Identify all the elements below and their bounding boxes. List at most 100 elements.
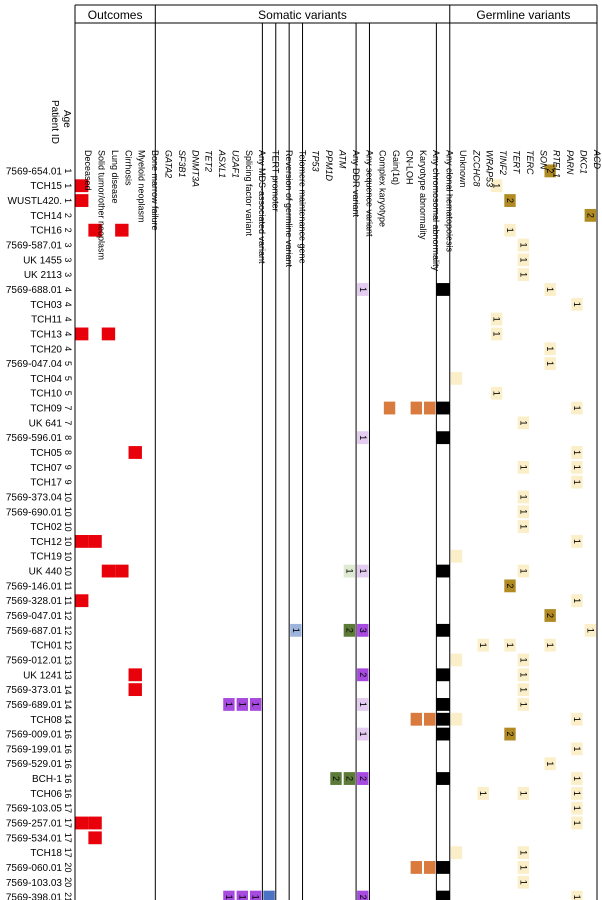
cell-r1-c31 [490, 179, 503, 193]
cell-r32-c30-label: 1 [478, 643, 488, 648]
cell-r25-c37-label: 1 [572, 539, 582, 544]
column-label-32: TERT [512, 150, 522, 175]
patient-age-18: 8 [63, 435, 73, 440]
patient-age-3: 2 [63, 213, 73, 218]
cell-r18-c21 [357, 431, 369, 445]
patient-age-35: 14 [63, 685, 73, 695]
patient-age-31: 12 [63, 625, 73, 635]
cell-r20-c33 [517, 460, 530, 474]
patient-id-1: TCH15 [30, 181, 62, 192]
cell-r18-clonal [436, 431, 450, 445]
cell-r41-c20 [343, 772, 356, 785]
column-label-14: TERT promoter [271, 150, 281, 212]
column-label-35: RTEL1 [552, 150, 562, 178]
cell-r49-c11 [223, 890, 235, 900]
patient-id-3: TCH14 [30, 211, 62, 222]
cell-r12-c35 [544, 342, 556, 356]
cell-r1-c31-label: 1 [492, 183, 502, 188]
cell-r46-c33 [517, 846, 530, 860]
cell-r39-c37-label: 1 [572, 746, 582, 751]
patient-id-10: TCH11 [31, 315, 62, 326]
patient-id-25: TCH12 [30, 537, 62, 548]
cell-r19-c4 [128, 446, 142, 459]
cell-r46-c28 [450, 846, 463, 860]
patient-age-27: 10 [63, 566, 73, 576]
patient-id-42: TCH06 [30, 789, 62, 800]
cell-r22-c33-label: 1 [518, 494, 528, 499]
cell-r34-clonal [436, 668, 450, 682]
cell-r43-c37 [571, 801, 583, 815]
cell-r17-c33 [517, 416, 530, 430]
patient-age-41: 16 [63, 774, 73, 784]
cell-r31-c38-label: 1 [585, 628, 595, 633]
patient-age-13: 5 [63, 361, 73, 366]
column-label-1: Solid tumor/other neoplasm [97, 150, 107, 260]
patient-age-30: 12 [63, 611, 73, 621]
cell-r18-c21-label: 1 [358, 435, 368, 440]
cell-r42-c37 [571, 786, 583, 800]
cell-r37-clonal [436, 712, 450, 726]
cell-r22-c33 [517, 490, 530, 504]
column-label-20: Any DDR variant [351, 150, 361, 218]
cell-r0-c35-label: 2 [545, 168, 555, 173]
cell-r4-c3 [115, 223, 129, 237]
cell-r31-c20-label: 2 [344, 628, 354, 633]
cell-r16-c37 [571, 401, 583, 415]
cell-r49-c14 [263, 890, 275, 900]
patient-age-47: 20 [63, 862, 73, 872]
patient-id-8: 7569-688.01 [6, 285, 63, 296]
cell-r7-c33-label: 1 [518, 272, 528, 277]
cell-r11-c2 [101, 327, 116, 341]
cell-r24-c33-label: 1 [518, 524, 528, 529]
cell-r4-c1 [88, 223, 102, 237]
cell-r35-c33-label: 1 [518, 687, 528, 692]
cell-r42-c33-label: 1 [518, 791, 528, 796]
cell-r28-c32-label: 2 [505, 583, 515, 588]
cell-r28-c32 [504, 579, 516, 593]
cell-r10-c31-label: 1 [492, 317, 502, 322]
cell-r17-c33-label: 1 [518, 420, 528, 425]
cell-r48-c33 [517, 875, 530, 889]
cell-r39-c37 [571, 742, 583, 756]
cell-r36-c12 [236, 698, 248, 711]
cell-r47-c25 [410, 861, 422, 874]
patient-age-39: 16 [63, 744, 73, 754]
column-label-34: SON [538, 150, 548, 170]
cell-r5-c33 [517, 238, 530, 252]
cell-r31-c21-label: 3 [358, 628, 368, 633]
cell-r47-clonal [436, 861, 450, 874]
patient-age-43: 17 [63, 803, 73, 813]
patient-id-15: TCH10 [30, 389, 62, 400]
cell-r9-c37 [571, 297, 583, 311]
patient-id-16: TCH09 [30, 404, 62, 415]
cell-r36-c21 [357, 698, 369, 711]
column-label-23: Gain(1q) [391, 150, 401, 185]
cell-r37-c26 [424, 712, 436, 726]
cell-r31-clonal [436, 623, 450, 637]
patient-id-36: 7569-689.01 [6, 700, 63, 711]
cell-r27-c3 [115, 564, 129, 578]
column-label-18: PPM1D [324, 150, 334, 182]
cell-r47-c33 [517, 861, 530, 874]
patient-age-38: 16 [63, 729, 73, 739]
cell-r8-c21 [357, 283, 369, 296]
cell-r40-c35-label: 1 [545, 761, 555, 766]
cell-r31-c16 [290, 623, 302, 637]
cell-r7-c33 [517, 268, 530, 282]
cell-r44-c0 [75, 816, 89, 830]
cell-r24-c33 [517, 520, 530, 533]
cell-r34-c21-label: 2 [358, 672, 368, 677]
cell-r45-c1 [88, 831, 102, 845]
patient-age-26: 10 [63, 551, 73, 561]
cell-r49-clonal [436, 890, 450, 900]
patient-age-49: 21 [63, 892, 73, 900]
cell-r11-c31-label: 1 [492, 331, 502, 336]
cell-r38-clonal [436, 727, 450, 741]
cell-r43-c37-label: 1 [572, 806, 582, 811]
cell-r5-c33-label: 1 [518, 243, 528, 248]
patient-age-7: 3 [63, 272, 73, 277]
patient-id-4: TCH16 [30, 226, 62, 237]
patient-age-25: 10 [63, 536, 73, 546]
patient-age-45: 17 [63, 833, 73, 843]
cell-r49-c11-label: 1 [224, 895, 234, 900]
